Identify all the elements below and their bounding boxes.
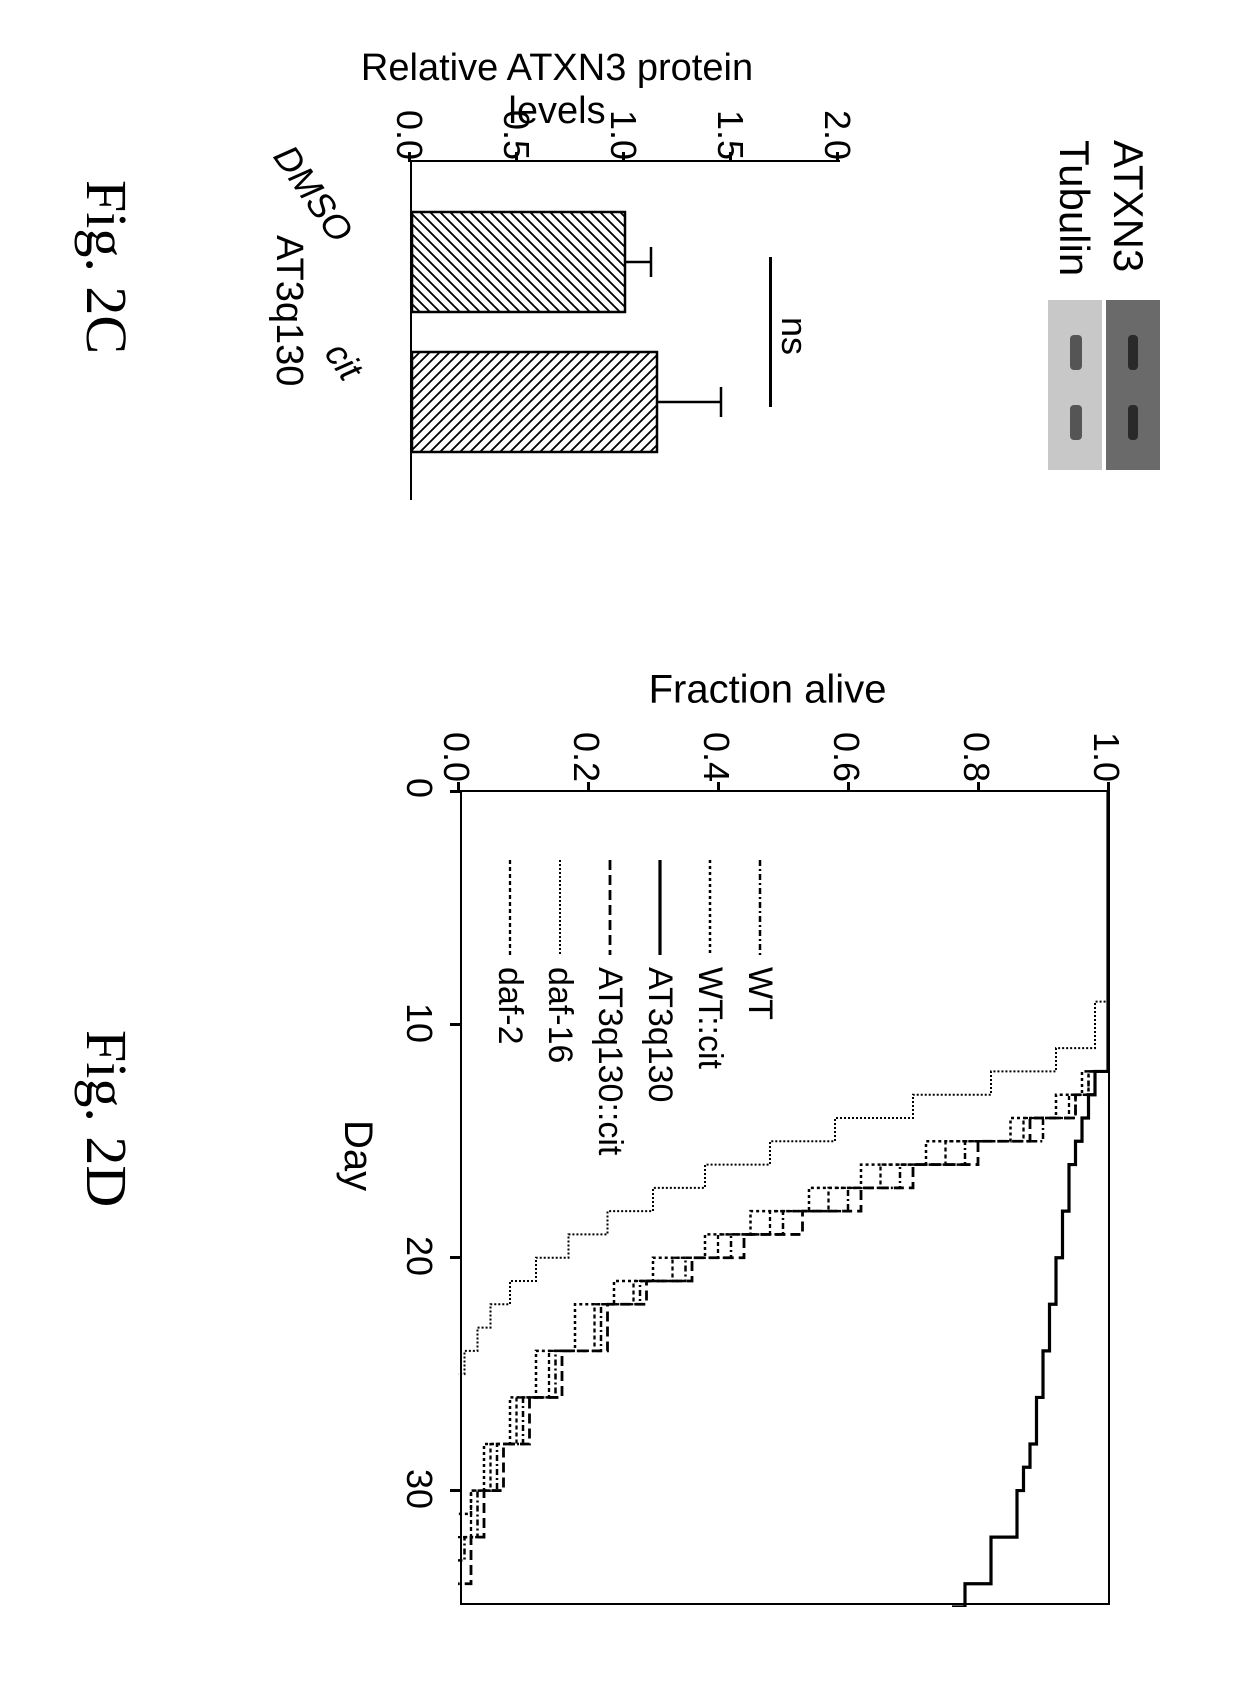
legend-text: WT::cit (691, 967, 730, 1069)
atxn3-blot-image (1106, 300, 1160, 470)
xtick: 0 (398, 778, 440, 798)
legend-text: AT3q130::cit (591, 967, 630, 1155)
xtick: 30 (398, 1469, 440, 1509)
legend-text: AT3q130 (641, 967, 680, 1102)
fig-2d-label: Fig. 2D (73, 1030, 140, 1207)
ytick: 0.0 (388, 110, 430, 152)
legend-item: daf-2 (485, 860, 535, 1155)
xlabel-2d: Day (335, 1120, 380, 1191)
legend-item: AT3q130 (635, 860, 685, 1155)
legend-item: WT::cit (685, 860, 735, 1155)
ytick: 1.5 (709, 110, 751, 152)
bar-label-cit: cit (316, 334, 371, 388)
legend-item: AT3q130::cit (585, 860, 635, 1155)
legend-item: daf-16 (535, 860, 585, 1155)
ytick: 0.6 (825, 732, 867, 782)
fig-2c-panel: ATXN3 Tubulin Relative ATXN3 protein lev… (210, 40, 1160, 540)
bar-label-dmso: DMSO (265, 137, 361, 250)
survival-chart: Fraction alive Day 0.0 0.2 0.4 0.6 0.8 1… (340, 660, 1120, 1630)
ytick: 0.2 (565, 732, 607, 782)
legend-text: daf-2 (491, 967, 530, 1045)
ytick: 2.0 (816, 110, 858, 152)
xtick: 10 (398, 1003, 440, 1043)
group-label: AT3q130 (267, 235, 310, 386)
ytick: 1.0 (602, 110, 644, 152)
legend-text: daf-16 (541, 967, 580, 1063)
legend-text: WT (741, 967, 780, 1020)
atxn3-blot-label: ATXN3 (1104, 140, 1152, 272)
xtick: 20 (398, 1236, 440, 1276)
axis-2c: ns (410, 160, 840, 500)
ytick: 1.0 (1085, 732, 1127, 782)
legend: WT WT::cit AT3q130 AT3q130::cit daf-16 (485, 860, 785, 1155)
tubulin-blot-label: Tubulin (1050, 140, 1098, 276)
ytick: 0.8 (955, 732, 997, 782)
bar-chart-2c: Relative ATXN3 protein levels 0.0 0.5 1.… (320, 40, 840, 520)
fig-2d-panel: Fraction alive Day 0.0 0.2 0.4 0.6 0.8 1… (170, 660, 1120, 1660)
ytick: 0.5 (495, 110, 537, 152)
ytick: 0.0 (435, 732, 477, 782)
ylabel-2d: Fraction alive (508, 668, 1028, 713)
legend-item: WT (735, 860, 785, 1155)
ytick: 0.4 (695, 732, 737, 782)
ns-label: ns (773, 317, 815, 355)
fig-2c-label: Fig. 2C (73, 180, 140, 354)
tubulin-blot-image (1048, 300, 1102, 470)
